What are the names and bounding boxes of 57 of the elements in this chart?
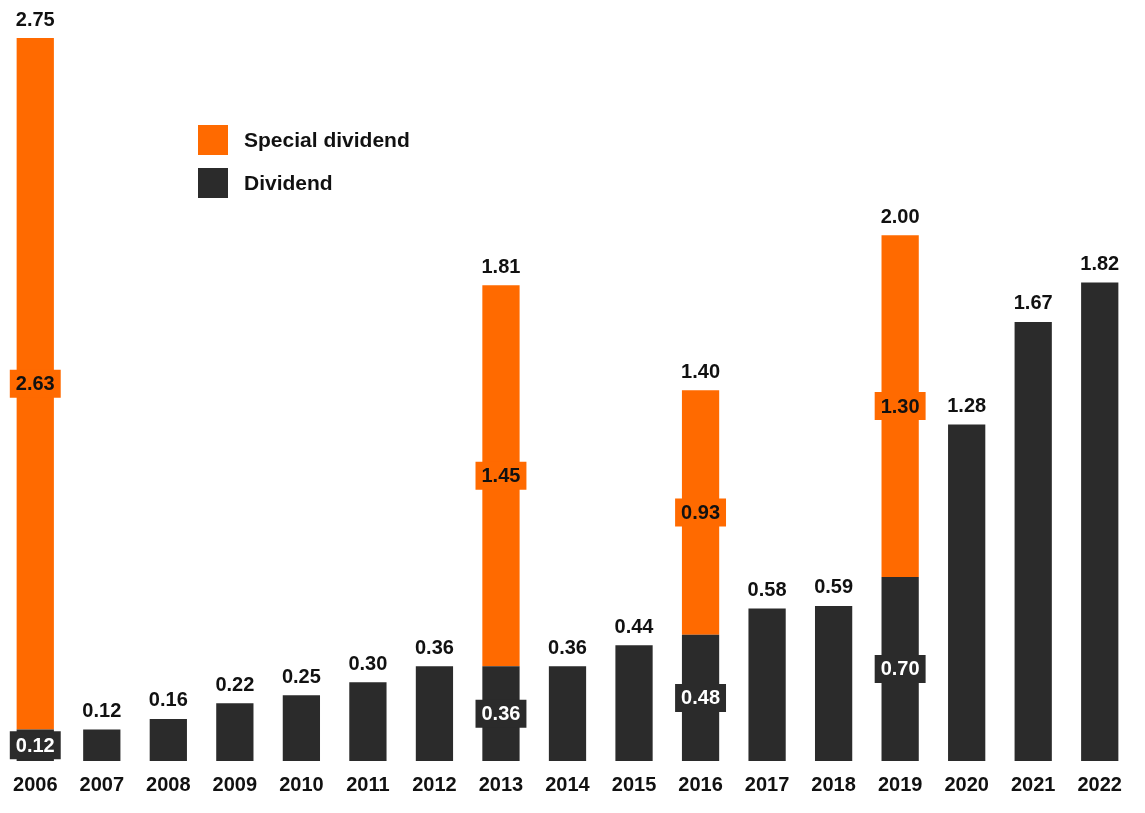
- total-label: 0.12: [82, 698, 122, 721]
- data-label: 0.36: [481, 702, 521, 725]
- x-tick-label: 2014: [545, 772, 591, 795]
- x-tick-label: 2016: [678, 772, 723, 795]
- bar: [216, 703, 254, 761]
- x-tick-label: 2013: [478, 772, 524, 795]
- x-tick-label: 2007: [79, 772, 125, 795]
- bar: [282, 695, 321, 761]
- data-label: 2.63: [15, 372, 55, 395]
- bar: [83, 729, 121, 761]
- total-label: 0.22: [215, 672, 255, 695]
- bar: [548, 666, 587, 761]
- bar: [948, 424, 986, 761]
- total-label: 1.82: [1080, 252, 1120, 275]
- total-label: 0.36: [414, 635, 454, 658]
- total-label: 0.44: [614, 614, 655, 637]
- data-label: 0.48: [681, 686, 721, 709]
- total-label: 0.36: [548, 635, 587, 658]
- x-tick-label: 2011: [346, 772, 390, 795]
- x-tick-label: 2022: [1077, 772, 1122, 795]
- x-tick-label: 2012: [412, 772, 457, 795]
- total-label: 1.40: [681, 359, 721, 382]
- legend-label: Special dividend: [244, 128, 410, 152]
- data-label: 0.12: [15, 733, 55, 756]
- x-tick-label: 2021: [1010, 772, 1056, 795]
- total-label: 1.67: [1013, 291, 1053, 314]
- x-tick-label: 2008: [146, 772, 191, 795]
- total-label: 0.25: [281, 664, 321, 687]
- data-label: 0.70: [880, 657, 920, 680]
- data-label: 0.93: [681, 501, 721, 524]
- bar: [1014, 321, 1052, 761]
- total-label: 2.00: [880, 204, 920, 227]
- total-label: 2.75: [15, 7, 55, 30]
- bar: [415, 666, 454, 761]
- total-label: 0.58: [747, 578, 787, 601]
- total-label: 0.59: [814, 575, 854, 598]
- bar: [149, 718, 187, 761]
- data-label: 1.30: [880, 394, 920, 417]
- x-tick-label: 2015: [611, 772, 657, 795]
- total-label: 0.16: [148, 688, 188, 711]
- bar: [349, 682, 387, 761]
- bar: [814, 605, 853, 761]
- x-tick-label: 2020: [944, 772, 989, 795]
- total-label: 1.81: [481, 254, 521, 277]
- bar: [1081, 282, 1119, 761]
- x-tick-label: 2018: [811, 772, 856, 795]
- x-tick-label: 2010: [279, 772, 324, 795]
- x-tick-label: 2006: [13, 772, 58, 795]
- x-tick-label: 2019: [877, 772, 923, 795]
- x-tick-label: 2017: [744, 772, 790, 795]
- bar: [615, 645, 653, 761]
- total-label: 1.28: [947, 393, 987, 416]
- x-tick-label: 2009: [212, 772, 258, 795]
- legend-label: Dividend: [244, 171, 333, 195]
- bar: [748, 608, 786, 761]
- total-label: 0.30: [348, 651, 388, 674]
- data-label: 1.45: [481, 464, 521, 487]
